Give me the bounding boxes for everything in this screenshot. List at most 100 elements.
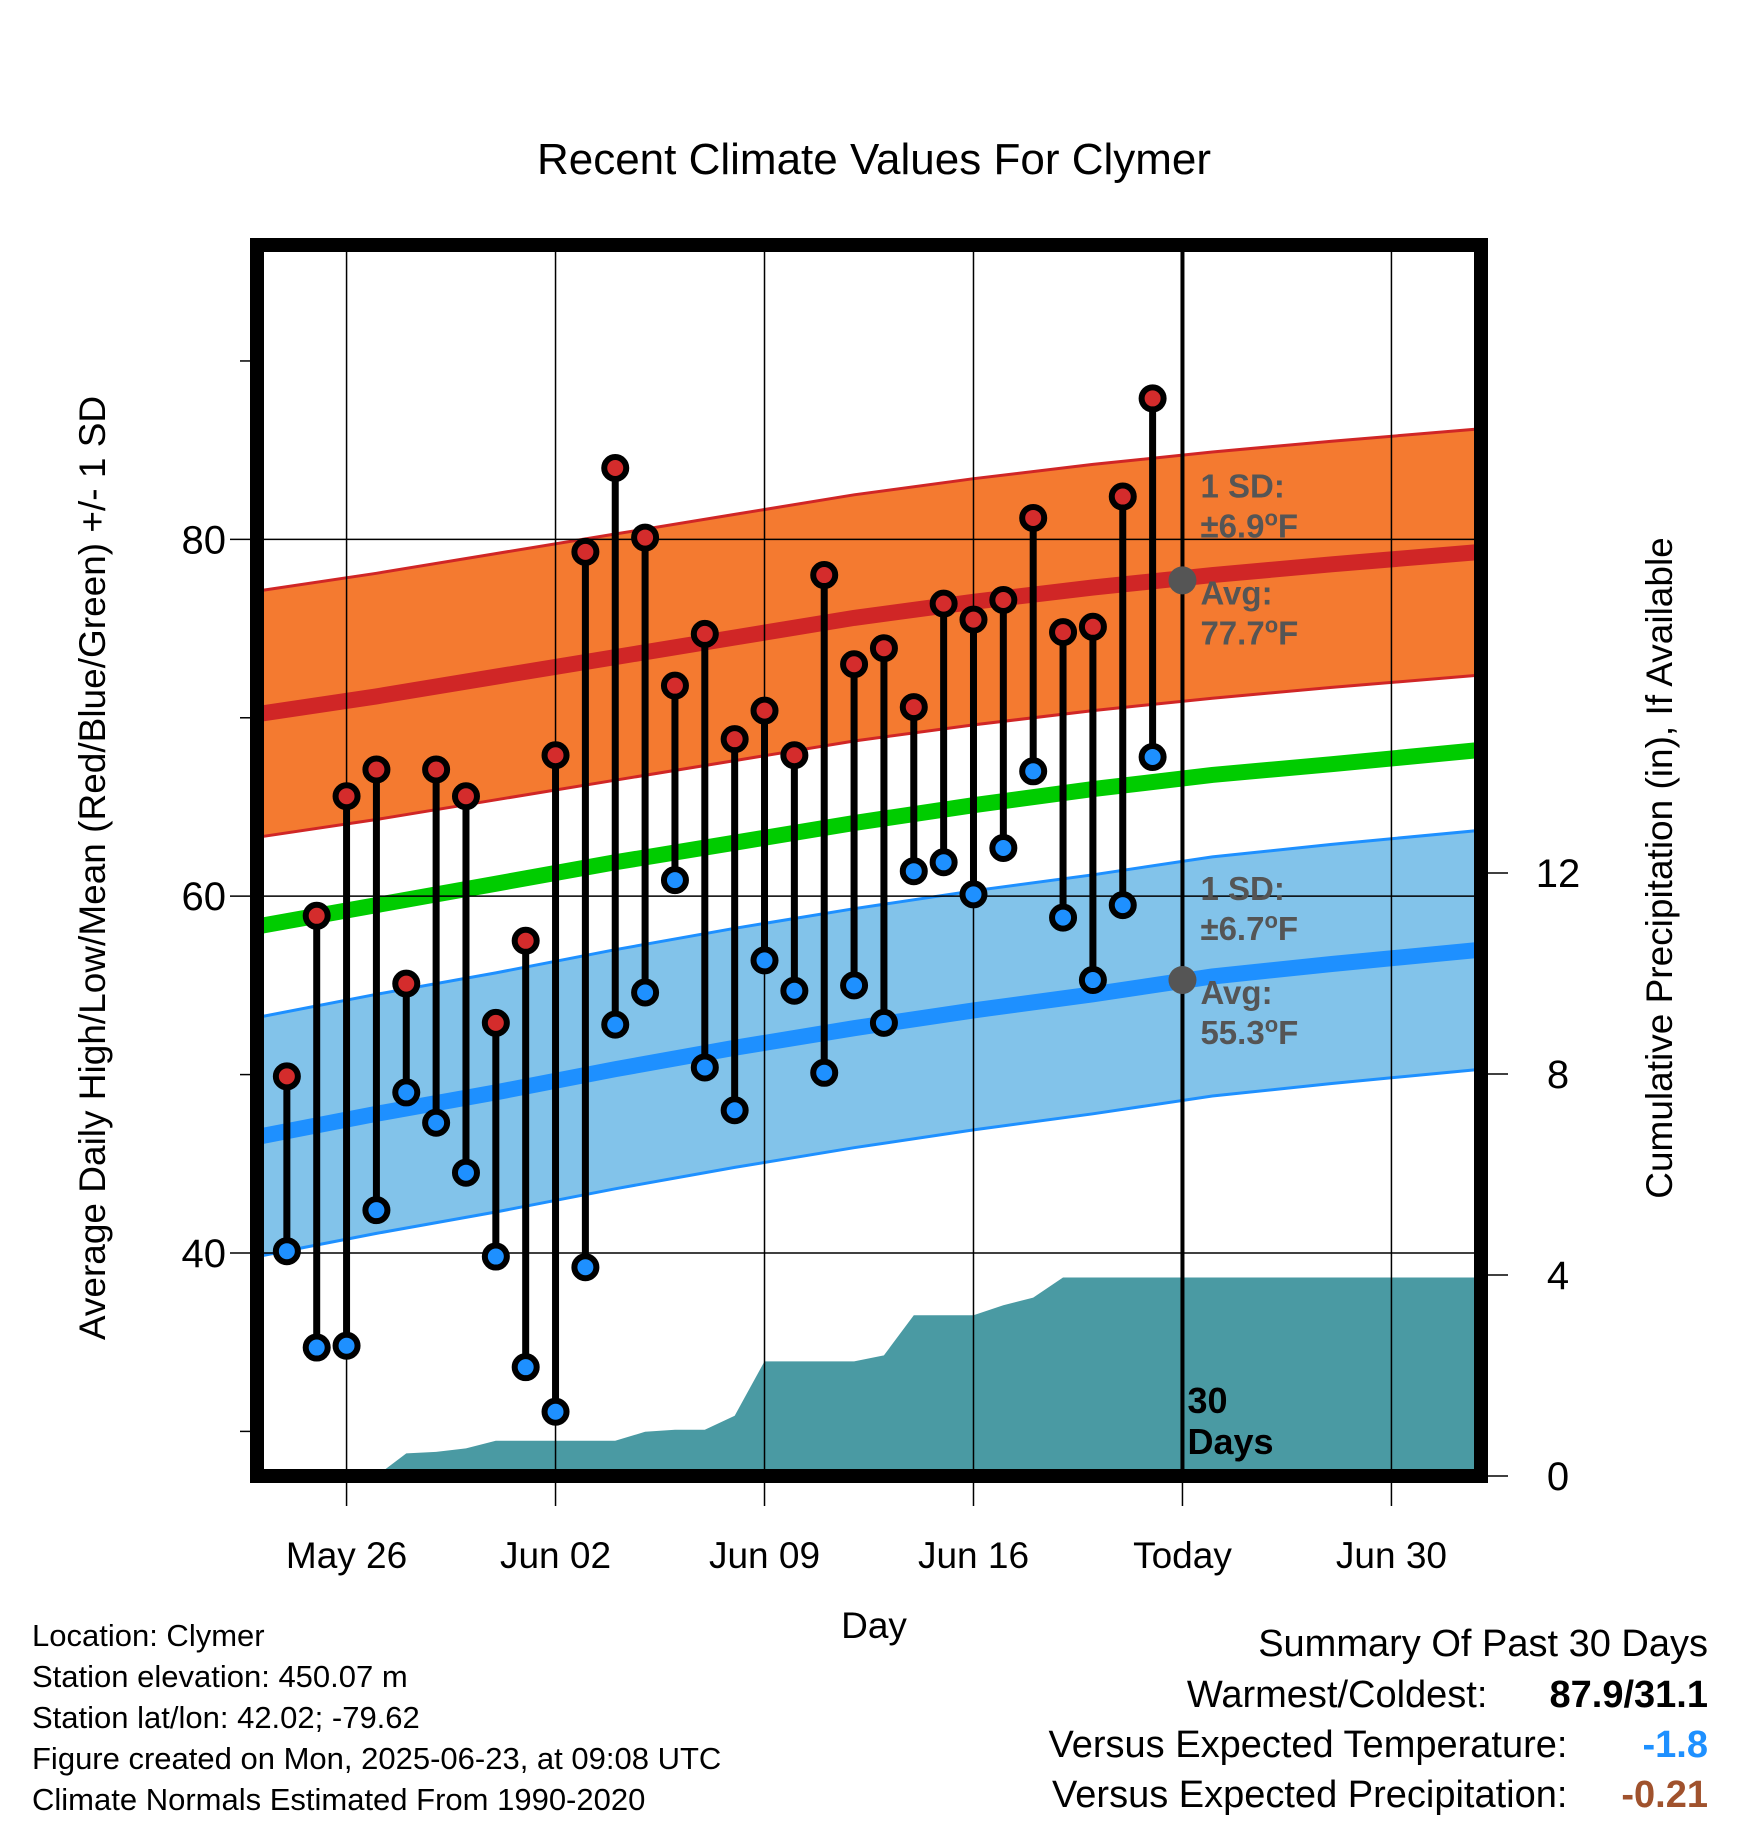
degree-sup: o (1265, 612, 1278, 637)
today-high-avg-marker (1168, 566, 1197, 595)
high-temp-point (332, 782, 361, 811)
y2-axis-label: Cumulative Precipitation (in), If Availa… (1639, 537, 1680, 1199)
high-temp-point (541, 741, 570, 770)
low-temp-point (780, 976, 809, 1005)
summary-warm-cold: Warmest/Coldest: 87.9/31.1 (1049, 1670, 1708, 1720)
low-temp-point (660, 866, 689, 895)
y-tick-label: 60 (182, 875, 227, 919)
y2-tick-label: 0 (1547, 1455, 1569, 1499)
low-temp-point (989, 834, 1018, 863)
low-temp-point (810, 1058, 839, 1087)
high-sd-label: 1 SD: (1200, 467, 1284, 504)
high-temp-point (571, 537, 600, 566)
high-sd-band (257, 428, 1481, 838)
x-tick-label: Jun 02 (500, 1535, 611, 1576)
high-avg-annotation-value: 77.7oF (1200, 612, 1298, 652)
low-temp-point (511, 1353, 540, 1382)
x-axis-label: Day (841, 1605, 907, 1646)
temp-departure-label: Versus Expected Temperature: (1048, 1724, 1568, 1766)
low-temp-point (720, 1096, 749, 1125)
degree-sup: o (1265, 1012, 1278, 1037)
low-temp-point (631, 978, 660, 1007)
low-sd-annotation-label: 1 SD: (1200, 870, 1284, 907)
low-temp-point (959, 880, 988, 909)
high-temp-point (422, 755, 451, 784)
low-sd-band (257, 830, 1481, 1257)
cumulative-precip-area (257, 1277, 1481, 1476)
high-temp-point (481, 1008, 510, 1037)
high-temp-point (929, 589, 958, 618)
station-info: Location: Clymer Station elevation: 450.… (32, 1615, 721, 1820)
high-temp-point (959, 605, 988, 634)
low-temp-point (1049, 903, 1078, 932)
high-temp-point (1108, 482, 1137, 511)
high-temp-point (392, 969, 421, 998)
low-temp-point (899, 857, 928, 886)
plot-frame (250, 238, 1488, 1483)
unit-f: F (1278, 614, 1298, 651)
unit-f: F (1278, 1014, 1298, 1051)
high-temp-point (899, 693, 928, 722)
today-low-avg-marker (1168, 966, 1197, 995)
low-temp-point (1078, 966, 1107, 995)
x-tick-label: Today (1133, 1535, 1232, 1576)
low-temp-point (1019, 757, 1048, 786)
high-temp-point (660, 671, 689, 700)
high-temp-point (451, 782, 480, 811)
y2-tick-label: 12 (1536, 852, 1581, 896)
low-temp-point (272, 1237, 301, 1266)
summary-temp: Versus Expected Temperature: -1.8 (1049, 1720, 1708, 1770)
summary-title: Summary Of Past 30 Days (1258, 1623, 1708, 1665)
low-temp-point (571, 1253, 600, 1282)
high-sd-value: ±6.9 (1200, 507, 1264, 544)
degree-sup: o (1264, 908, 1277, 933)
high-temp-point (362, 755, 391, 784)
y-tick-label: 40 (182, 1232, 227, 1276)
created-text: Figure created on Mon, 2025-06-23, at 09… (32, 1741, 722, 1776)
high-avg-label: Avg: (1200, 574, 1272, 611)
summary-precip: Versus Expected Precipitation: -0.21 (1049, 1770, 1708, 1820)
low-temp-point (1108, 891, 1137, 920)
low-temp-point (302, 1333, 331, 1362)
window-unit-label: Days (1187, 1421, 1273, 1462)
chart-title: Recent Climate Values For Clymer (537, 135, 1211, 184)
low-temp-point (362, 1196, 391, 1225)
high-sd-annotation-value: ±6.9oF (1200, 505, 1298, 545)
low-temp-point (332, 1331, 361, 1360)
latlon-text: Station lat/lon: 42.02; -79.62 (32, 1700, 420, 1735)
low-avg-annotation-value: 55.3oF (1200, 1012, 1298, 1052)
location-text: Location: Clymer (32, 1618, 265, 1653)
high-sd-annotation-label: 1 SD: (1200, 467, 1284, 504)
high-temp-point (1078, 612, 1107, 641)
high-temp-point (1138, 384, 1167, 413)
y-axis-label: Average Daily High/Low/Mean (Red/Blue/Gr… (72, 396, 113, 1340)
warm-cold-value: 87.9/31.1 (1549, 1674, 1708, 1716)
low-sd-value: ±6.7 (1200, 910, 1264, 947)
low-temp-point (541, 1397, 570, 1426)
low-avg-line (255, 941, 1482, 1145)
low-temp-point (929, 848, 958, 877)
temp-departure-value: -1.8 (1642, 1724, 1708, 1766)
high-avg-annotation-label: Avg: (1200, 574, 1272, 611)
degree-sup: o (1264, 505, 1277, 530)
low-temp-point (451, 1158, 480, 1187)
high-temp-point (1049, 618, 1078, 647)
high-temp-point (989, 586, 1018, 615)
low-sd-label: 1 SD: (1200, 870, 1284, 907)
high-temp-point (840, 650, 869, 679)
high-temp-point (720, 725, 749, 754)
low-temp-point (750, 946, 779, 975)
y-tick-label: 80 (182, 518, 227, 562)
window-count-label: 30 (1187, 1380, 1227, 1421)
high-avg-value: 77.7 (1200, 614, 1264, 651)
low-avg-value: 55.3 (1200, 1014, 1264, 1051)
high-temp-point (302, 901, 331, 930)
normals-text: Climate Normals Estimated From 1990-2020 (32, 1782, 646, 1817)
high-temp-point (1019, 503, 1048, 532)
unit-f: F (1278, 507, 1298, 544)
low-temp-point (869, 1008, 898, 1037)
low-temp-point (481, 1242, 510, 1271)
high-temp-point (272, 1062, 301, 1091)
high-temp-point (690, 619, 719, 648)
